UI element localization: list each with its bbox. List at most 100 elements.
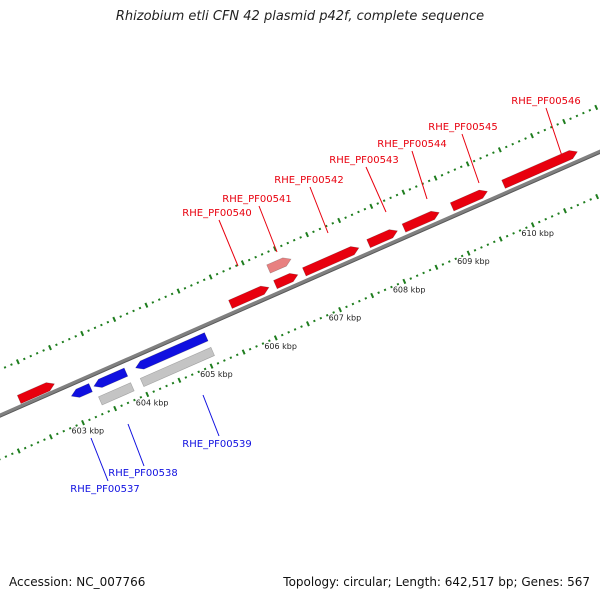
lower-tick-dot xyxy=(113,405,118,412)
lower-tick-dot xyxy=(518,229,522,232)
upper-tick-dot xyxy=(87,329,90,332)
upper-tick-dot xyxy=(497,147,502,153)
lower-tick-dot xyxy=(537,220,541,224)
gene-label-leader xyxy=(309,186,329,234)
lower-tick-dot xyxy=(325,313,329,317)
lower-tick-dot xyxy=(338,306,342,313)
upper-tick-dot xyxy=(176,288,181,294)
lower-tick-dot xyxy=(364,297,368,300)
upper-tick-dot xyxy=(55,343,58,347)
upper-tick-dot xyxy=(10,363,13,366)
upper-tick-dot xyxy=(286,241,290,245)
upper-tick-dot xyxy=(48,344,52,351)
upper-tick-dot xyxy=(196,281,200,284)
upper-tick-dot xyxy=(511,142,515,146)
lower-tick-dot xyxy=(100,412,104,416)
lower-tick-dot xyxy=(589,198,592,201)
lower-tick-dot xyxy=(306,321,310,327)
upper-tick-dot xyxy=(280,244,283,248)
accession-text: Accession: NC_007766 xyxy=(9,575,146,589)
upper-tick-dot xyxy=(408,188,412,191)
kbp-tick-label: 610 kbp xyxy=(521,229,554,238)
lower-tick-dot xyxy=(273,335,278,341)
lower-tick-dot xyxy=(512,232,515,235)
lower-tick-dot xyxy=(11,452,14,456)
lower-tick-dot xyxy=(570,206,573,210)
lower-tick-dot xyxy=(145,391,150,398)
upper-tick-dot xyxy=(369,203,374,210)
upper-tick-dot xyxy=(492,151,495,154)
lower-tick-dot xyxy=(370,292,375,299)
lower-tick-dot xyxy=(492,240,496,244)
lower-tick-dot xyxy=(525,226,528,230)
upper-tick-dot xyxy=(183,286,187,290)
lower-tick-dot xyxy=(209,363,214,369)
gene-cds-forward xyxy=(273,273,299,290)
upper-tick-dot xyxy=(530,132,534,139)
gene-label-leader xyxy=(545,107,563,157)
backbone-shadow xyxy=(0,152,600,418)
upper-tick-dot xyxy=(325,224,328,228)
lower-tick-dot xyxy=(81,419,85,426)
upper-tick-dot xyxy=(3,366,7,369)
lower-tick-dot xyxy=(36,441,40,444)
lower-tick-dot xyxy=(300,325,303,328)
lower-tick-dot xyxy=(184,376,188,379)
upper-tick-dot xyxy=(190,284,193,287)
lower-tick-dot xyxy=(126,401,130,405)
lower-tick-dot xyxy=(486,243,490,246)
upper-tick-dot xyxy=(138,306,142,310)
upper-tick-dot xyxy=(254,255,257,259)
lower-tick-dot xyxy=(152,390,156,393)
upper-tick-dot xyxy=(164,295,167,299)
upper-tick-dot xyxy=(235,264,238,267)
lower-tick-dot xyxy=(313,319,316,323)
gene-cds-forward xyxy=(501,150,578,189)
lower-tick-dot xyxy=(94,415,98,419)
gene-label-leader xyxy=(90,437,109,482)
upper-tick-dot xyxy=(524,137,527,140)
backbone-line xyxy=(0,149,600,418)
upper-tick-dot xyxy=(208,274,213,280)
upper-tick-dot xyxy=(453,168,457,171)
upper-tick-dot xyxy=(67,337,71,341)
gene-label-leader xyxy=(411,150,428,200)
upper-tick-dot xyxy=(479,156,482,160)
lower-tick-dot xyxy=(345,305,348,309)
gene-cds-reverse xyxy=(70,383,93,398)
kbp-tick-label: 604 kbp xyxy=(136,398,169,407)
upper-tick-dot xyxy=(344,216,347,219)
lower-tick-dot xyxy=(454,257,458,261)
upper-tick-dot xyxy=(93,326,97,330)
upper-tick-dot xyxy=(556,123,559,126)
upper-tick-dot xyxy=(267,250,270,253)
upper-tick-dot xyxy=(504,145,508,149)
gene-label-text: RHE_PF00545 xyxy=(428,122,497,133)
gene-label-text: RHE_PF00539 xyxy=(182,439,251,450)
gene-rna xyxy=(98,382,135,406)
lower-tick-dot xyxy=(241,349,246,355)
upper-tick-dot xyxy=(588,108,592,112)
map-title: Rhizobium etli CFN 42 plasmid p42f, comp… xyxy=(115,9,485,24)
lower-tick-dot xyxy=(505,234,509,238)
lower-tick-dot xyxy=(498,236,503,242)
upper-tick-dot xyxy=(125,312,129,316)
gene-label-leader xyxy=(461,133,480,184)
lower-tick-dot xyxy=(415,274,419,278)
gene-cds-forward xyxy=(449,189,488,212)
kbp-tick-label: 603 kbp xyxy=(72,427,105,436)
lower-tick-dot xyxy=(55,432,59,436)
upper-tick-dot xyxy=(132,309,135,313)
upper-tick-dot xyxy=(247,258,251,262)
gene-label-text: RHE_PF00543 xyxy=(329,155,398,166)
topology-summary: Topology: circular; Length: 642,517 bp; … xyxy=(283,575,590,589)
lower-tick-dot xyxy=(203,367,207,371)
upper-tick-dot xyxy=(376,202,380,205)
upper-tick-dot xyxy=(29,354,33,358)
kbp-tick-label: 608 kbp xyxy=(393,285,426,294)
lower-tick-dot xyxy=(377,291,380,295)
gene-rna xyxy=(139,346,215,388)
upper-tick-dot xyxy=(119,315,123,318)
gene-cds-reverse xyxy=(93,367,129,388)
upper-tick-dot xyxy=(35,351,39,355)
